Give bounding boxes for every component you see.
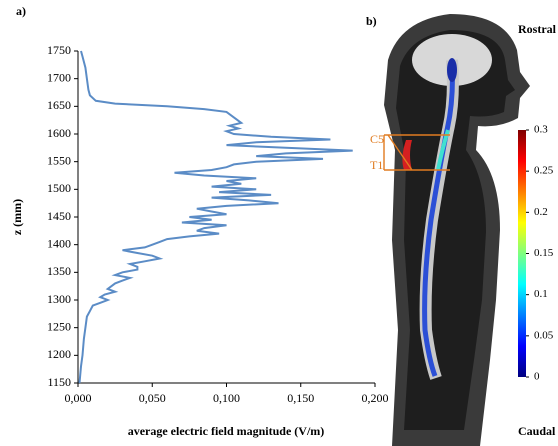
y-tick-label: 1500 — [47, 181, 71, 195]
rostral-label: Rostral — [518, 22, 557, 36]
y-tick-label: 1400 — [47, 236, 71, 250]
colorbar-tick-label: 0.3 — [534, 124, 548, 136]
colorbar-tick-label: 0 — [534, 371, 540, 383]
marker-label: C5 — [370, 132, 384, 146]
y-tick-label: 1450 — [47, 209, 71, 223]
brainstem — [447, 58, 457, 82]
y-tick-label: 1150 — [47, 375, 71, 389]
x-tick-label: 0,000 — [65, 391, 92, 405]
y-tick-label: 1750 — [47, 43, 71, 57]
marker-label: T1 — [370, 158, 383, 172]
x-tick-label: 0,200 — [362, 391, 389, 405]
cord-hotspot — [436, 129, 450, 171]
spinal-cord — [422, 61, 455, 377]
y-tick-label: 1550 — [47, 153, 71, 167]
x-tick-label: 0,150 — [287, 391, 314, 405]
colorbar-tick-label: 0.15 — [534, 247, 554, 259]
panel-label: b) — [366, 14, 377, 28]
x-tick-label: 0,100 — [213, 391, 240, 405]
y-tick-label: 1200 — [47, 347, 71, 361]
body-illustration — [383, 14, 530, 446]
y-tick-label: 1700 — [47, 70, 71, 84]
colorbar — [518, 130, 526, 377]
colorbar-tick-label: 0.2 — [534, 206, 548, 218]
x-tick-label: 0,050 — [139, 391, 166, 405]
y-tick-label: 1300 — [47, 292, 71, 306]
y-tick-label: 1650 — [47, 98, 71, 112]
colorbar-tick-label: 0.25 — [534, 165, 554, 177]
y-tick-label: 1600 — [47, 126, 71, 140]
line — [78, 50, 353, 384]
stimulation-patch — [402, 140, 412, 170]
y-tick-label: 1350 — [47, 264, 71, 278]
marker-lines — [383, 134, 450, 171]
y-axis-label: z (mm) — [10, 199, 24, 235]
panel-label: a) — [16, 4, 26, 18]
x-axis-label: average electric field magnitude (V/m) — [128, 424, 325, 438]
y-tick-label: 1250 — [47, 319, 71, 333]
colorbar-tick-label: 0.05 — [534, 329, 554, 341]
caudal-label: Caudal — [518, 424, 556, 438]
colorbar-tick-label: 0.1 — [534, 288, 548, 300]
